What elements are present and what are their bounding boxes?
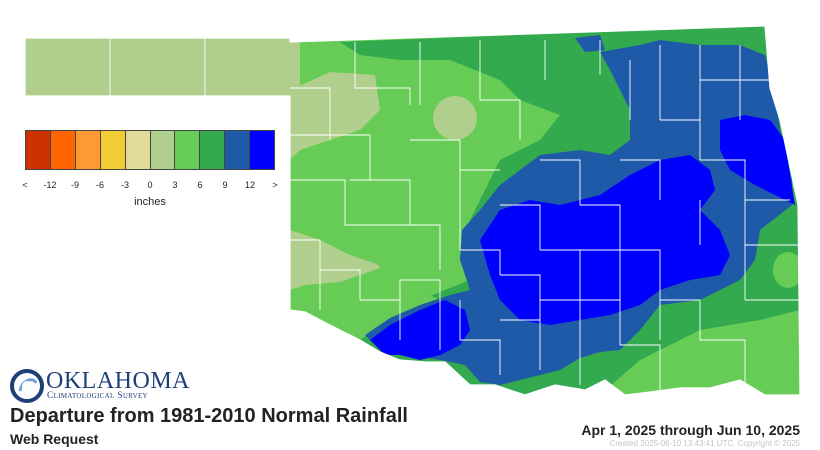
legend-swatch	[175, 130, 201, 170]
map-shading	[25, 26, 800, 395]
date-range: Apr 1, 2025 through Jun 10, 2025	[581, 422, 800, 438]
legend-tick: >	[272, 180, 278, 190]
legend-units: inches	[134, 196, 166, 208]
legend-tick: -12	[43, 180, 57, 190]
logo-swirl-icon	[10, 369, 44, 403]
legend-tick: 0	[147, 180, 153, 190]
legend-swatch	[75, 130, 101, 170]
county-lines	[109, 38, 800, 395]
legend-tick: 3	[172, 180, 178, 190]
legend-swatch	[225, 130, 251, 170]
legend-swatch	[100, 130, 126, 170]
legend-tick: 12	[244, 180, 256, 190]
color-legend	[25, 130, 276, 170]
legend-swatch	[50, 130, 76, 170]
rainfall-departure-map	[24, 25, 801, 396]
legend-swatch	[150, 130, 176, 170]
legend-swatch	[125, 130, 151, 170]
legend-ticks: < -12 -9 -6 -3 0 3 6 9 12 >	[17, 180, 283, 194]
logo-tagline: Climatological Survey	[47, 391, 148, 401]
legend-tick: -3	[120, 180, 130, 190]
legend-tick: <	[22, 180, 28, 190]
legend-swatch	[200, 130, 226, 170]
legend-tick: 9	[222, 180, 228, 190]
legend-swatch	[25, 130, 51, 170]
legend-tick: 6	[197, 180, 203, 190]
created-note: Created 2025-06-10 13:43:41 UTC. Copyrig…	[609, 439, 800, 448]
page-subtitle: Web Request	[10, 431, 99, 447]
legend-swatch	[250, 130, 276, 170]
legend-tick: -6	[95, 180, 105, 190]
page-title: Departure from 1981-2010 Normal Rainfall	[10, 405, 408, 427]
logo-name: OKLAHOMA	[46, 368, 190, 394]
state-outline	[24, 25, 801, 396]
ocs-logo: OKLAHOMA Climatological Survey	[10, 368, 190, 404]
legend-tick: -9	[70, 180, 80, 190]
